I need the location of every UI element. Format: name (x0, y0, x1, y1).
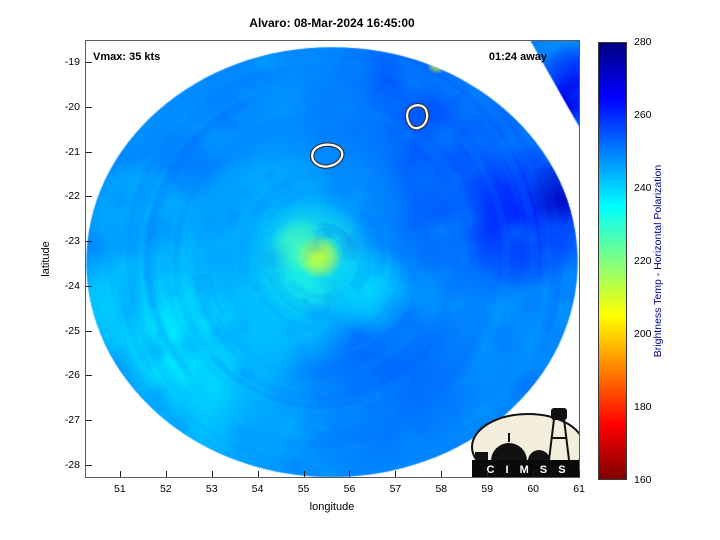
y-tick-mark (86, 151, 92, 153)
x-tick-mark (257, 471, 259, 477)
colorbar (598, 42, 627, 480)
y-tick-label: -26 (64, 369, 80, 382)
plot-overlay: C I M S S (309, 103, 580, 478)
x-tick-label: 55 (297, 483, 310, 495)
y-tick-mark (86, 285, 92, 287)
y-tick-label: -27 (64, 414, 80, 427)
x-tick-label: 53 (205, 483, 218, 495)
colorbar-label: Brightness Temp - Horizontal Polarizatio… (652, 164, 664, 358)
y-tick-mark (86, 465, 92, 466)
x-tick-label: 56 (343, 483, 356, 495)
colorbar-tick-label: 260 (634, 109, 652, 121)
contour-group (309, 103, 430, 169)
y-tick-mark (86, 420, 92, 422)
x-tick-mark (349, 471, 351, 477)
y-tick-label: -28 (64, 459, 80, 471)
vmax-annotation: Vmax: 35 kts (93, 51, 161, 63)
logo-banner (472, 460, 580, 478)
x-tick-mark (487, 471, 489, 477)
y-tick-label: -23 (64, 235, 80, 248)
y-tick-mark (86, 330, 92, 332)
colorbar-tick-label: 160 (634, 474, 652, 486)
colorbar-gradient (599, 43, 626, 479)
contour-2 (311, 143, 344, 168)
y-tick-mark (86, 61, 92, 63)
y-tick-label: -21 (64, 145, 80, 158)
x-tick-mark (165, 471, 167, 477)
y-tick-mark (86, 196, 92, 198)
y-tick-label: -19 (64, 55, 80, 68)
x-tick-label: 51 (114, 483, 126, 495)
x-tick-label: 60 (527, 483, 539, 495)
y-tick-label: -22 (64, 190, 80, 203)
plot-title: Alvaro: 08-Mar-2024 16:45:00 (249, 16, 415, 30)
water-tower-icon (548, 418, 570, 461)
y-tick-mark (86, 241, 92, 243)
x-tick-mark (303, 471, 305, 477)
x-tick-mark (395, 471, 397, 477)
x-tick-label: 54 (251, 483, 264, 495)
y-tick-label: -20 (64, 100, 80, 113)
x-tick-label: 61 (573, 483, 585, 495)
x-axis-label: longitude (309, 501, 355, 513)
cimss-logo: C I M S S (471, 408, 580, 478)
eta-annotation: 01:24 away (488, 51, 547, 63)
y-tick-mark (86, 106, 92, 108)
x-tick-mark (441, 471, 443, 477)
y-tick-label: -24 (64, 279, 80, 292)
x-tick-mark (533, 471, 535, 477)
x-tick-mark (119, 471, 121, 477)
brightness-temp-field (85, 40, 580, 478)
observatory-dome-icon (475, 408, 567, 461)
x-tick-label: 52 (159, 483, 172, 495)
x-tick-label: 58 (435, 483, 448, 495)
colorbar-tick-label: 280 (634, 36, 652, 48)
colorbar-tick-label: 180 (634, 401, 652, 413)
cimss-logo-text: C I M S S (486, 464, 569, 476)
x-tick-label: 57 (389, 483, 402, 495)
colorbar-tick-label: 220 (634, 255, 652, 267)
y-tick-label: -25 (64, 324, 80, 337)
contour-1 (406, 104, 429, 130)
colorbar-tick-label: 200 (634, 328, 652, 340)
colorbar-tick-label: 240 (634, 182, 652, 194)
y-tick-mark (86, 375, 92, 377)
x-tick-mark (211, 471, 213, 477)
x-tick-mark (579, 471, 581, 477)
plot-area: C I M S S Vmax: 35 kts 01:24 away (85, 40, 581, 478)
x-tick-label: 59 (481, 483, 494, 495)
